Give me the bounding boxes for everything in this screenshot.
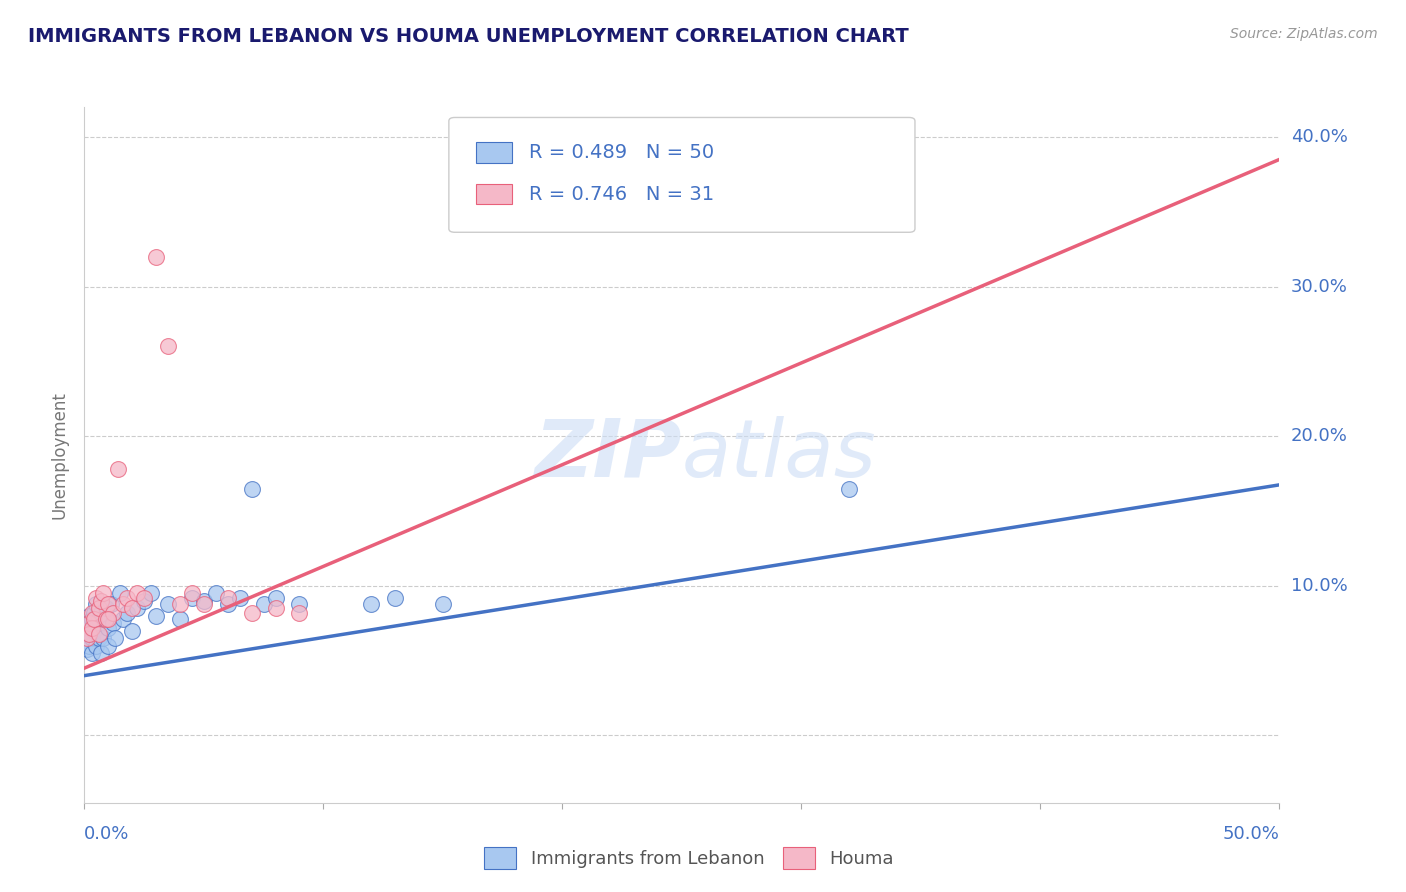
Point	[288, 597, 311, 611]
Point	[228, 591, 252, 605]
Text: 10.0%: 10.0%	[1291, 577, 1347, 595]
Point	[76, 631, 98, 645]
Point	[90, 594, 112, 608]
Point	[205, 586, 228, 600]
Point	[240, 606, 263, 620]
Point	[80, 621, 103, 635]
Text: 20.0%: 20.0%	[1291, 427, 1347, 445]
Point	[264, 591, 287, 605]
Point	[77, 616, 100, 631]
Point	[87, 626, 110, 640]
Point	[117, 591, 139, 605]
Point	[157, 597, 180, 611]
Text: IMMIGRANTS FROM LEBANON VS HOUMA UNEMPLOYMENT CORRELATION CHART: IMMIGRANTS FROM LEBANON VS HOUMA UNEMPLO…	[28, 27, 908, 45]
Point	[90, 646, 112, 660]
Point	[145, 608, 167, 623]
Point	[83, 624, 105, 638]
Point	[80, 631, 103, 645]
Point	[432, 597, 454, 611]
Point	[288, 606, 311, 620]
Point	[217, 597, 239, 611]
Point	[87, 601, 110, 615]
Point	[838, 482, 860, 496]
Point	[132, 594, 156, 608]
Point	[83, 606, 105, 620]
Point	[80, 646, 103, 660]
Text: 30.0%: 30.0%	[1291, 277, 1347, 295]
Point	[838, 204, 860, 219]
Point	[77, 639, 100, 653]
Point	[84, 639, 107, 653]
Point	[97, 621, 120, 635]
Point	[111, 612, 134, 626]
Point	[94, 612, 117, 626]
Point	[77, 608, 100, 623]
Point	[117, 606, 139, 620]
Point	[87, 612, 110, 626]
Point	[111, 597, 134, 611]
Text: 40.0%: 40.0%	[1291, 128, 1347, 146]
Point	[77, 626, 100, 640]
Point	[125, 601, 148, 615]
Text: R = 0.489   N = 50: R = 0.489 N = 50	[529, 143, 714, 161]
Point	[193, 597, 215, 611]
Point	[93, 631, 115, 645]
FancyBboxPatch shape	[449, 118, 915, 232]
Text: 0.0%: 0.0%	[84, 825, 129, 843]
Point	[107, 462, 129, 476]
Point	[145, 250, 167, 264]
Point	[83, 612, 105, 626]
Point	[217, 591, 239, 605]
Y-axis label: Unemployment: Unemployment	[51, 391, 69, 519]
Point	[93, 586, 115, 600]
FancyBboxPatch shape	[477, 184, 512, 204]
Legend: Immigrants from Lebanon, Houma: Immigrants from Lebanon, Houma	[475, 838, 903, 879]
Point	[141, 586, 163, 600]
Point	[94, 601, 117, 615]
Point	[84, 597, 107, 611]
FancyBboxPatch shape	[477, 142, 512, 162]
Point	[180, 586, 202, 600]
Text: ZIP: ZIP	[534, 416, 682, 494]
Text: 50.0%: 50.0%	[1223, 825, 1279, 843]
Point	[97, 639, 120, 653]
Point	[121, 624, 143, 638]
Point	[157, 339, 180, 353]
Point	[77, 626, 100, 640]
Point	[110, 586, 132, 600]
Text: Source: ZipAtlas.com: Source: ZipAtlas.com	[1230, 27, 1378, 41]
Point	[97, 612, 120, 626]
Text: atlas: atlas	[682, 416, 877, 494]
Point	[84, 621, 107, 635]
Point	[76, 641, 98, 656]
Point	[80, 612, 103, 626]
Point	[80, 606, 103, 620]
Point	[121, 601, 143, 615]
Point	[193, 594, 215, 608]
Point	[84, 591, 107, 605]
Point	[180, 591, 202, 605]
Point	[132, 591, 156, 605]
Point	[76, 621, 98, 635]
Point	[76, 631, 98, 645]
Text: R = 0.746   N = 31: R = 0.746 N = 31	[529, 185, 714, 203]
Point	[93, 612, 115, 626]
Point	[104, 631, 127, 645]
Point	[169, 612, 191, 626]
Point	[384, 591, 406, 605]
Point	[101, 606, 124, 620]
Point	[169, 597, 191, 611]
Point	[253, 597, 276, 611]
Point	[97, 597, 120, 611]
Point	[101, 616, 124, 631]
Point	[90, 606, 112, 620]
Point	[360, 597, 382, 611]
Point	[240, 482, 263, 496]
Point	[264, 601, 287, 615]
Point	[87, 631, 110, 645]
Point	[77, 616, 100, 631]
Point	[100, 597, 122, 611]
Point	[125, 586, 148, 600]
